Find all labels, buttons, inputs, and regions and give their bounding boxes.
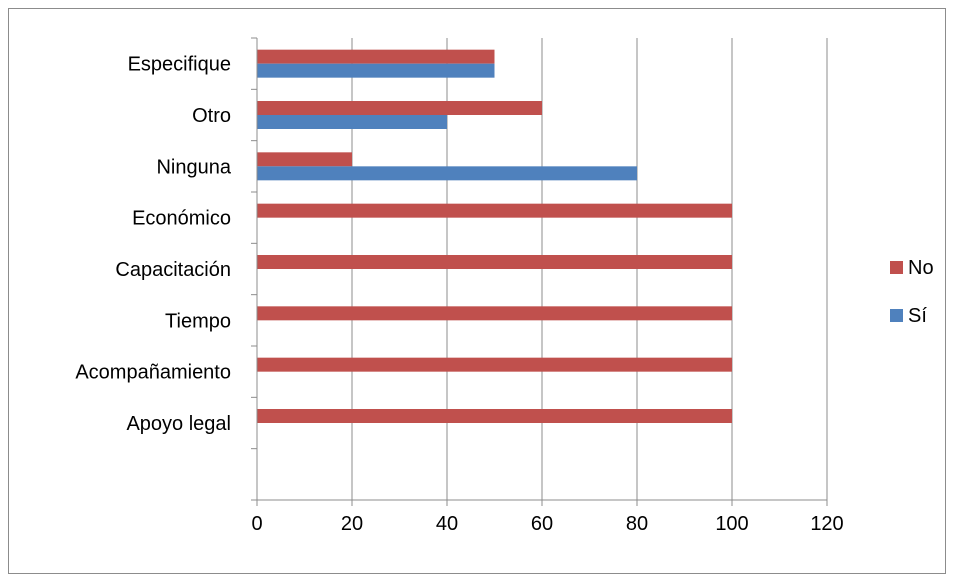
legend: No Sí bbox=[890, 257, 934, 327]
bar-no-6 bbox=[257, 101, 542, 115]
bar-si-5 bbox=[257, 166, 637, 181]
category-label: Capacitación bbox=[115, 259, 231, 281]
x-tick-label: 0 bbox=[251, 513, 262, 535]
legend-swatch-0 bbox=[890, 261, 903, 274]
bar-no-7 bbox=[257, 49, 495, 64]
bar-no-3 bbox=[257, 255, 732, 269]
category-label: Especifique bbox=[128, 54, 231, 76]
category-label: Apoyo legal bbox=[126, 413, 231, 435]
axes bbox=[251, 37, 828, 506]
bar-no-0 bbox=[257, 409, 732, 423]
x-tick-label: 60 bbox=[531, 513, 553, 535]
legend-swatch-1 bbox=[890, 309, 903, 322]
x-tick-label: 120 bbox=[810, 513, 843, 535]
labels: 0 20 40 60 80 100 120 Apoyo legal Acompañamiento… bbox=[75, 54, 843, 535]
bar-no-5 bbox=[257, 152, 352, 167]
legend-label-1: Sí bbox=[908, 305, 927, 327]
category-label: Ninguna bbox=[156, 156, 231, 178]
x-tick-label: 20 bbox=[341, 513, 363, 535]
category-label: Tiempo bbox=[165, 310, 231, 332]
bars bbox=[257, 49, 732, 423]
category-label: Acompañamiento bbox=[75, 362, 231, 384]
bar-si-7 bbox=[257, 63, 495, 78]
bar-no-1 bbox=[257, 357, 732, 372]
category-label: Económico bbox=[132, 208, 231, 230]
x-tick-label: 40 bbox=[436, 513, 458, 535]
bar-no-4 bbox=[257, 203, 732, 218]
category-label: Otro bbox=[192, 105, 231, 127]
x-tick-label: 80 bbox=[626, 513, 648, 535]
x-tick-label: 100 bbox=[715, 513, 748, 535]
bar-si-6 bbox=[257, 115, 447, 129]
bar-no-2 bbox=[257, 306, 732, 321]
legend-label-0: No bbox=[908, 257, 934, 279]
